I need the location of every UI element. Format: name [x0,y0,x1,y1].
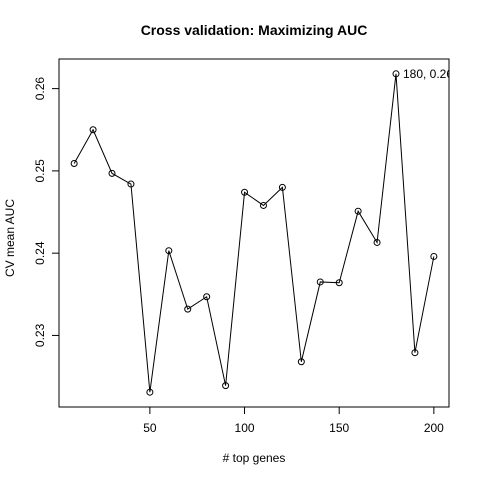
chart-title: Cross validation: Maximizing AUC [141,22,368,38]
data-point [108,169,116,177]
data-point [297,358,305,366]
y-axis: 0.23 0.24 0.25 0.26 [33,77,59,347]
data-point [430,252,438,260]
data-point [184,305,192,313]
plot-area: 180, 0.26 [70,67,453,396]
data-point [70,159,78,167]
annotation-layer: 180, 0.26 [403,67,453,81]
data-point [392,70,400,78]
x-axis: 50 100 150 200 [143,407,444,435]
plot-frame [58,58,450,408]
y-tick-label: 0.26 [33,77,47,101]
data-point [165,247,173,255]
data-point [127,180,135,188]
data-point [373,238,381,246]
data-point [316,278,324,286]
data-point [146,388,154,396]
y-tick-label: 0.25 [33,159,47,183]
series-line [73,73,435,393]
data-point [222,382,230,390]
x-axis-label: # top genes [223,451,286,465]
y-tick-label: 0.23 [33,323,47,347]
data-point [259,201,267,209]
y-tick-label: 0.24 [33,241,47,265]
x-tick-label: 200 [424,421,444,435]
data-point [203,293,211,301]
x-tick-label: 150 [329,421,349,435]
y-axis-label: CV mean AUC [3,199,17,277]
x-tick-label: 50 [143,421,157,435]
data-point [278,183,286,191]
data-point [241,188,249,196]
series-layer [70,70,438,396]
data-point [354,207,362,215]
data-point [89,126,97,134]
max-point-annotation: 180, 0.26 [403,67,453,81]
x-tick-label: 100 [235,421,255,435]
data-point [335,279,343,287]
data-point [411,349,419,357]
